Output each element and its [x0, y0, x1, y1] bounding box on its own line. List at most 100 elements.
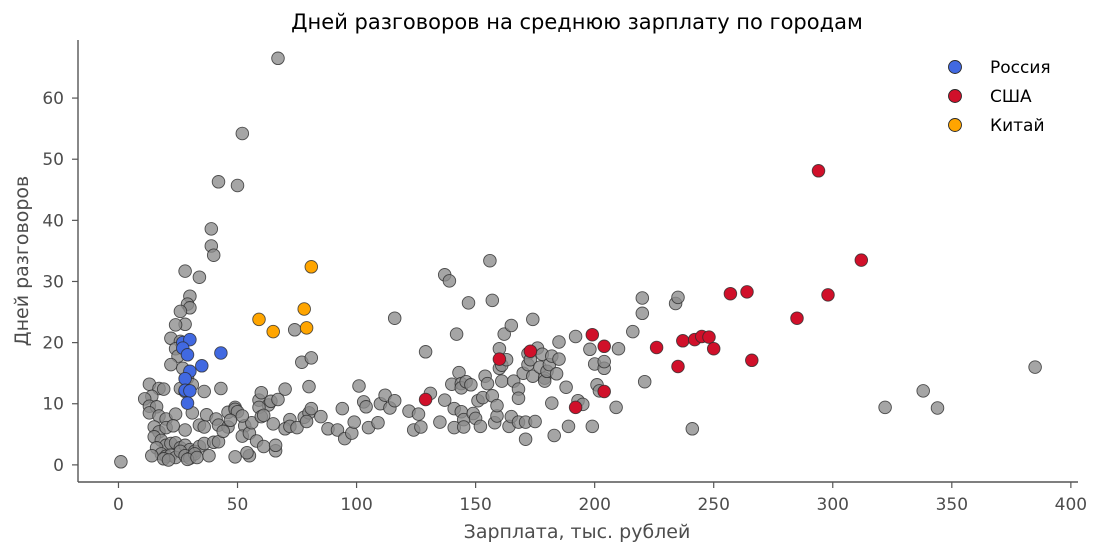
point-other-207 [559, 380, 573, 394]
point-other-48 [178, 423, 192, 437]
point-other-26 [197, 384, 211, 399]
point-other-205 [552, 352, 566, 366]
legend-label-usa: США [990, 87, 1032, 107]
legend-label-russia: Россия [990, 58, 1051, 78]
point-other-193 [528, 414, 542, 429]
point-other-140 [418, 345, 433, 359]
point-other-157 [461, 296, 476, 310]
point-other-113 [304, 401, 319, 416]
point-usa-13 [706, 341, 721, 356]
point-russia-9 [180, 396, 195, 410]
point-china-1 [266, 324, 280, 339]
point-usa-4 [585, 327, 600, 342]
point-china-4 [304, 260, 319, 274]
point-other-192 [526, 312, 540, 327]
point-other-0 [114, 455, 128, 469]
point-other-122 [335, 401, 350, 416]
point-other-231 [1028, 360, 1042, 374]
point-other-219 [609, 400, 623, 415]
point-other-204 [549, 367, 564, 381]
point-other-130 [371, 415, 385, 430]
point-usa-12 [702, 330, 716, 344]
y-tick-label-20: 20 [42, 334, 64, 354]
point-usa-0 [418, 392, 433, 407]
point-other-162 [473, 419, 488, 434]
point-other-7 [206, 248, 221, 262]
point-russia-3 [180, 348, 195, 362]
point-other-80 [190, 450, 204, 465]
point-other-230 [930, 401, 945, 415]
x-axis-label: Зарплата, тыс. рублей [464, 521, 691, 543]
point-other-175 [495, 374, 509, 388]
ticks-layer: 0 50 100 150 200 250 300 350 400 0 10 20 30 40 50 60 [42, 89, 1087, 515]
chart-title: Дней разговоров на среднюю зарплату по г… [291, 10, 863, 34]
point-other-8 [178, 264, 192, 278]
point-other-9 [192, 270, 207, 284]
point-usa-17 [790, 311, 804, 325]
point-other-135 [387, 311, 402, 325]
x-tick-label-250: 250 [697, 495, 729, 515]
legend-marker-russia [948, 60, 962, 74]
point-other-3 [211, 175, 226, 189]
point-usa-1 [492, 352, 507, 366]
x-tick-label-100: 100 [340, 495, 372, 515]
point-other-128 [359, 400, 373, 414]
point-other-47 [166, 419, 180, 433]
y-tick-label-50: 50 [42, 150, 64, 170]
legend-marker-china [948, 118, 962, 132]
point-other-114 [299, 414, 314, 429]
point-other-186 [518, 432, 533, 446]
point-other-89 [256, 439, 271, 454]
point-other-20 [164, 357, 178, 372]
point-other-100 [223, 413, 238, 428]
point-other-228 [878, 400, 892, 415]
point-other-99 [235, 409, 250, 423]
point-other-50 [197, 420, 211, 434]
point-other-208 [561, 419, 576, 434]
x-tick-label-50: 50 [227, 495, 249, 515]
point-other-106 [278, 382, 292, 396]
x-tick-label-350: 350 [936, 495, 968, 515]
point-other-158 [464, 378, 478, 392]
point-russia-10 [214, 346, 228, 360]
point-other-171 [490, 398, 504, 413]
point-other-223 [635, 306, 650, 321]
point-other-222 [635, 291, 650, 305]
point-other-91 [268, 438, 283, 453]
legend: Россия США Китай [948, 58, 1051, 136]
x-tick-label-150: 150 [459, 495, 491, 515]
point-other-227 [685, 422, 700, 436]
point-usa-15 [740, 285, 754, 299]
y-axis-label: Дней разговоров [11, 176, 33, 346]
point-usa-5 [597, 339, 611, 354]
point-other-138 [411, 407, 426, 421]
y-tick-label-10: 10 [42, 395, 64, 415]
y-tick-label-30: 30 [42, 272, 64, 292]
point-other-179 [504, 318, 519, 333]
point-other-149 [449, 327, 464, 341]
point-usa-8 [671, 359, 685, 374]
point-usa-2 [523, 344, 538, 358]
point-other-78 [161, 453, 176, 467]
point-other-134 [387, 393, 402, 408]
legend-marker-usa [948, 89, 962, 103]
point-other-121 [330, 423, 345, 437]
point-other-166 [483, 253, 497, 268]
point-other-155 [456, 420, 471, 434]
point-russia-4 [195, 359, 209, 373]
point-other-183 [511, 391, 526, 405]
point-other-102 [266, 417, 280, 431]
point-other-139 [414, 420, 428, 434]
point-usa-9 [676, 334, 690, 348]
point-other-4 [230, 178, 245, 193]
point-other-218 [597, 354, 611, 369]
point-other-86 [245, 415, 259, 430]
legend-label-china: Китай [990, 116, 1045, 136]
x-tick-label-300: 300 [817, 495, 849, 515]
point-other-118 [302, 379, 316, 394]
point-other-104 [256, 408, 271, 423]
point-other-1 [271, 51, 285, 66]
point-china-0 [252, 312, 266, 327]
point-other-2 [235, 126, 250, 141]
